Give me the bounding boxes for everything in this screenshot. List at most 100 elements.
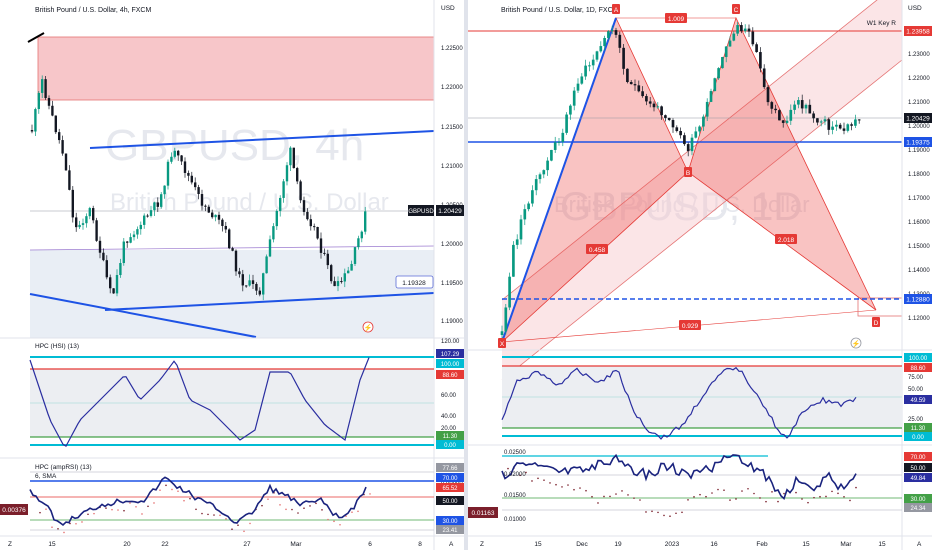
left-candle [265,256,268,274]
right-corner-a[interactable]: A [917,541,922,548]
right-candle [800,100,804,109]
left-upper-trendline[interactable] [89,130,435,149]
right-lightning-icon[interactable] [850,337,862,349]
right-ind1-badge-label: 11.30 [911,426,926,432]
left-ind2-dot [279,504,281,506]
left-candle [132,234,136,238]
left-lower-trendline[interactable] [104,292,435,311]
right-candle [512,244,515,277]
left-candle [285,165,289,182]
right-candle [645,96,648,102]
left-black-trendline[interactable] [27,32,45,43]
left-candle [231,248,234,251]
left-ind2-dot [207,513,209,516]
left-ind1-badge-label: 107.29 [441,352,460,358]
left-candle [272,226,275,240]
right-ind1-axis[interactable]: 75.00 50.00 25.00 100.00 88.60 49.59 11.30 0.00 [904,353,932,441]
right-ind1-badge [904,363,932,372]
right-candle [743,28,747,32]
right-x-label: Mar [840,541,852,548]
left-price-axis[interactable]: 1.225001.220001.215001.210001.205001.200… [441,46,463,325]
left-corner-z[interactable]: Z [8,541,12,548]
right-ind2-dot [573,488,575,491]
right-candle [576,83,580,91]
left-ind2-dot [153,502,155,504]
left-lightning-icon[interactable] [362,321,374,333]
left-price-tick: 1.20000 [441,242,463,248]
right-price-badge [904,26,932,36]
left-ind1-axis[interactable]: 120.0080.0060.0040.0020.000.00107.29100.… [436,339,464,449]
right-chart-pane[interactable]: GBPUSD, 1D British Pound / U.S. Dollar B… [468,0,932,550]
right-candle [781,120,785,123]
left-ind2-dot [351,511,353,513]
right-candle [740,25,743,32]
right-ind1-badge [904,423,932,432]
right-candle [838,124,842,129]
right-candle [508,276,511,308]
right-candle [736,25,739,34]
left-callout-label: 1.19328 [402,280,426,287]
left-bottom-trendline[interactable] [29,293,257,338]
chart-divider[interactable] [464,0,468,550]
left-candle [187,172,190,176]
right-ind2-dot [597,502,599,504]
right-ind2-dot [669,515,671,518]
left-ind2-dot [129,502,131,504]
left-ind2-dot [63,531,65,534]
right-weekly-label: W1 Key R [867,20,897,27]
left-candle [190,175,193,183]
right-ind2-dot [657,511,659,514]
left-ind2-dot [345,515,347,517]
left-ind1-badge [436,359,464,368]
right-candle [633,84,637,86]
right-ind2-dot [807,501,809,504]
left-symbol-badge [408,205,434,216]
left-candle [309,219,312,227]
left-candle [149,210,153,216]
left-ind2-badge-label: 70.00 [442,476,458,482]
right-ind2-dot [633,497,635,499]
right-time-axis[interactable]: Z 15 Dec 19 2023 16 Feb 15 Mar 15 [480,541,886,548]
right-candle [561,132,565,142]
left-candle [170,156,173,162]
left-time-axis[interactable]: 15 20 22 27 Mar 6 8 [48,541,422,548]
left-chart-pane[interactable]: GBPUSD, 4h British Pound / U.S. Dollar B… [0,0,464,550]
right-ind1-badge [904,395,932,404]
left-candle [255,283,258,291]
right-candle [804,104,808,109]
left-candle [306,211,309,220]
right-ind2-dot [849,499,851,502]
right-price-tick: 1.21000 [908,100,930,106]
right-chart-canvas[interactable]: GBPUSD, 1D British Pound / U.S. Dollar B… [468,0,932,550]
right-candle [569,105,572,115]
left-candle [139,224,142,230]
left-corner-a[interactable]: A [449,541,454,548]
right-ind2-dot [627,494,629,496]
right-candle [778,110,781,121]
right-x-label: 15 [534,541,542,548]
right-ind2-badge-label: 49.84 [910,476,926,482]
right-candle [698,126,701,132]
right-ind2-dot [717,488,719,491]
right-xa-blue-line[interactable] [501,17,617,343]
right-ind2-axis[interactable]: 0.02500 0.02000 0.01500 0.01000 70.00 50.00 49… [504,450,932,523]
left-candle [112,288,115,294]
left-candle [119,263,122,276]
left-support-zone [30,250,434,338]
right-ind2-dots [507,467,857,518]
left-ind2-dot [117,509,119,511]
left-ind2-dot [357,510,359,513]
left-chart-canvas[interactable]: GBPUSD, 4h British Pound / U.S. Dollar B… [0,0,464,550]
right-price-axis[interactable]: 1.23000 1.22000 1.21000 1.20000 1.19000 1.180… [908,52,930,322]
right-ratio-label: 1.009 [668,16,685,23]
right-candle [572,90,576,106]
right-candle [603,37,606,47]
right-ind2-dot [615,493,617,495]
right-pattern-point [612,4,620,14]
left-price-callout[interactable] [395,275,434,289]
right-candle [827,119,831,130]
left-candle [105,260,108,278]
left-ind2-dot [315,502,317,505]
left-ind2-dot [141,513,143,515]
